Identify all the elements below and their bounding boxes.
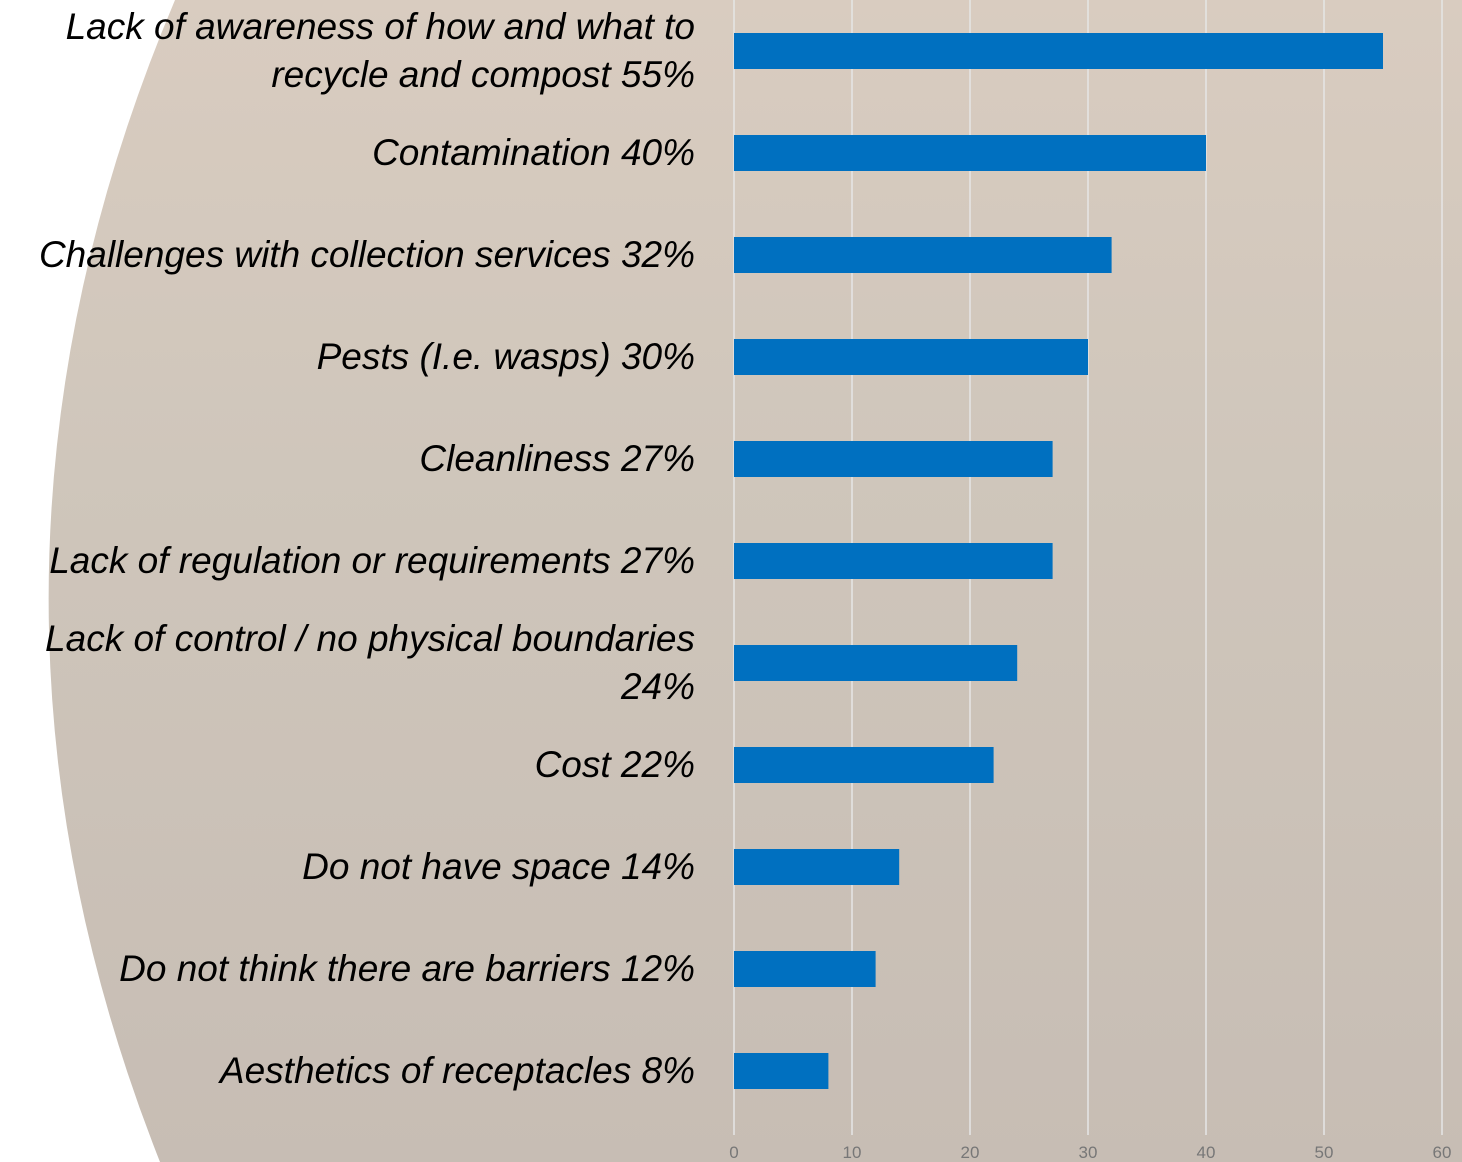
category-label: Lack of control / no physical boundaries… — [45, 618, 695, 707]
category-label: Cost 22% — [534, 744, 695, 785]
category-label: Do not have space 14% — [302, 846, 695, 887]
x-tick-label: 30 — [1079, 1143, 1098, 1162]
category-label: Do not think there are barriers 12% — [119, 948, 695, 989]
bar — [734, 645, 1018, 681]
x-tick-label: 20 — [961, 1143, 980, 1162]
category-label: Challenges with collection services 32% — [38, 234, 695, 275]
x-tick-label: 60 — [1433, 1143, 1452, 1162]
x-tick-label: 50 — [1315, 1143, 1334, 1162]
category-label: Aesthetics of receptacles 8% — [219, 1050, 695, 1091]
bar — [734, 135, 1206, 171]
bar — [734, 1053, 829, 1089]
category-label: Pests (I.e. wasps) 30% — [316, 336, 695, 377]
x-tick-label: 40 — [1197, 1143, 1216, 1162]
category-label: Contamination 40% — [372, 132, 695, 173]
bar — [734, 849, 900, 885]
category-label: Lack of awareness of how and what to rec… — [65, 6, 695, 95]
white-curve — [0, 0, 175, 1162]
x-tick-label: 10 — [843, 1143, 862, 1162]
bar — [734, 543, 1053, 579]
bar — [734, 237, 1112, 273]
category-label: Lack of regulation or requirements 27% — [49, 540, 695, 581]
plot-area: 0 10 20 30 40 50 60 — [729, 0, 1451, 1162]
bar — [734, 441, 1053, 477]
bar — [734, 33, 1383, 69]
bar — [734, 747, 994, 783]
category-label: Cleanliness 27% — [419, 438, 695, 479]
bar — [734, 339, 1088, 375]
x-tick-label: 0 — [729, 1143, 738, 1162]
bar — [734, 951, 876, 987]
